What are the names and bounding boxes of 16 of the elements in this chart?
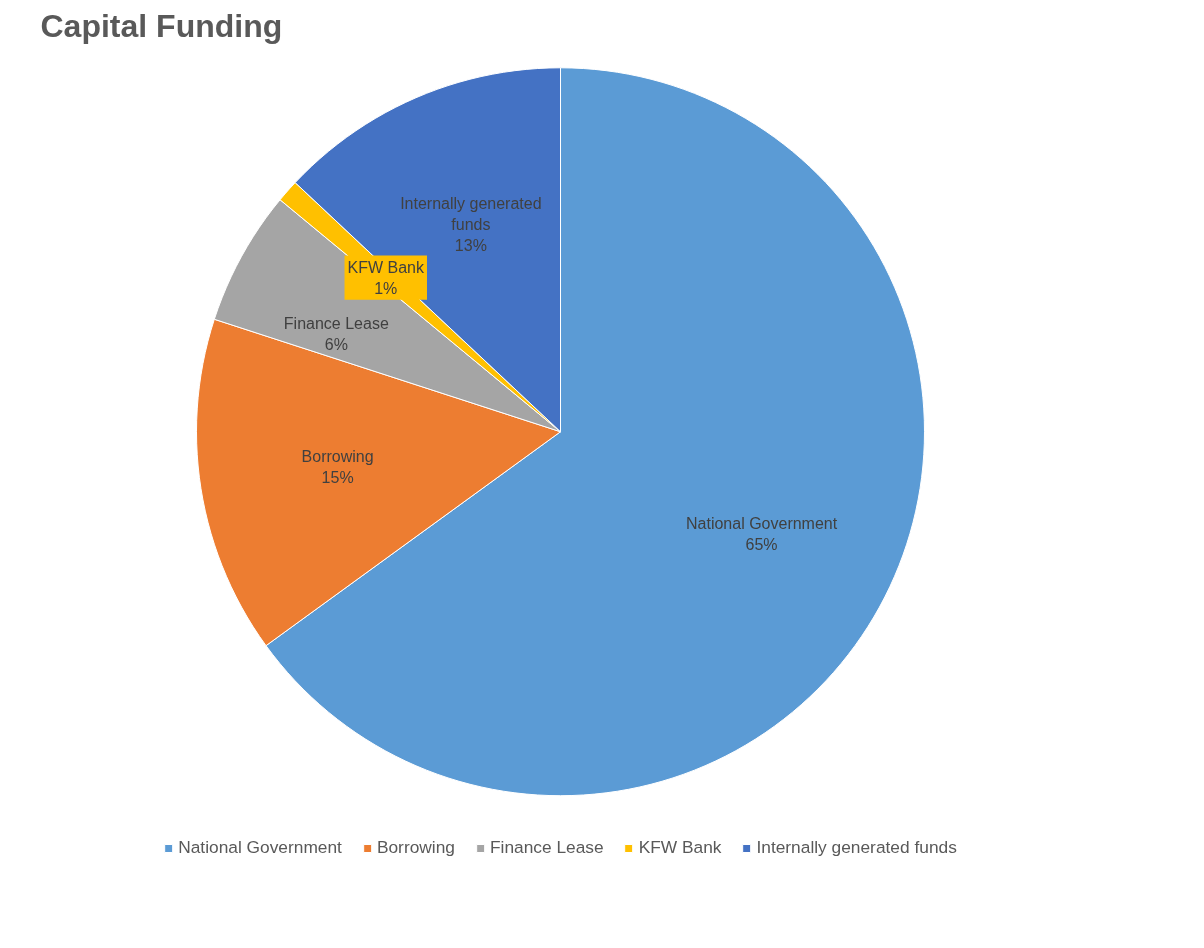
slice-label: Internally generated funds (400, 194, 542, 234)
data-label: 13% (454, 237, 487, 255)
data-label: 65% (745, 536, 778, 554)
legend-label: Borrowing (376, 837, 455, 858)
chart-title: Capital Funding (40, 7, 283, 44)
legend-label: Internally generated funds (756, 837, 957, 858)
legend-label: KFW Bank (638, 837, 722, 858)
legend-label: Finance Lease (489, 837, 604, 858)
data-label: 6% (324, 336, 348, 354)
slice-label: National Government (685, 515, 838, 533)
slice-label: KFW Bank (347, 258, 425, 276)
slice-label: Finance Lease (283, 315, 389, 333)
data-label: 15% (321, 469, 354, 487)
data-label: 1% (374, 279, 398, 297)
slice-label: Borrowing (301, 447, 374, 465)
legend-label: National Government (178, 837, 342, 858)
